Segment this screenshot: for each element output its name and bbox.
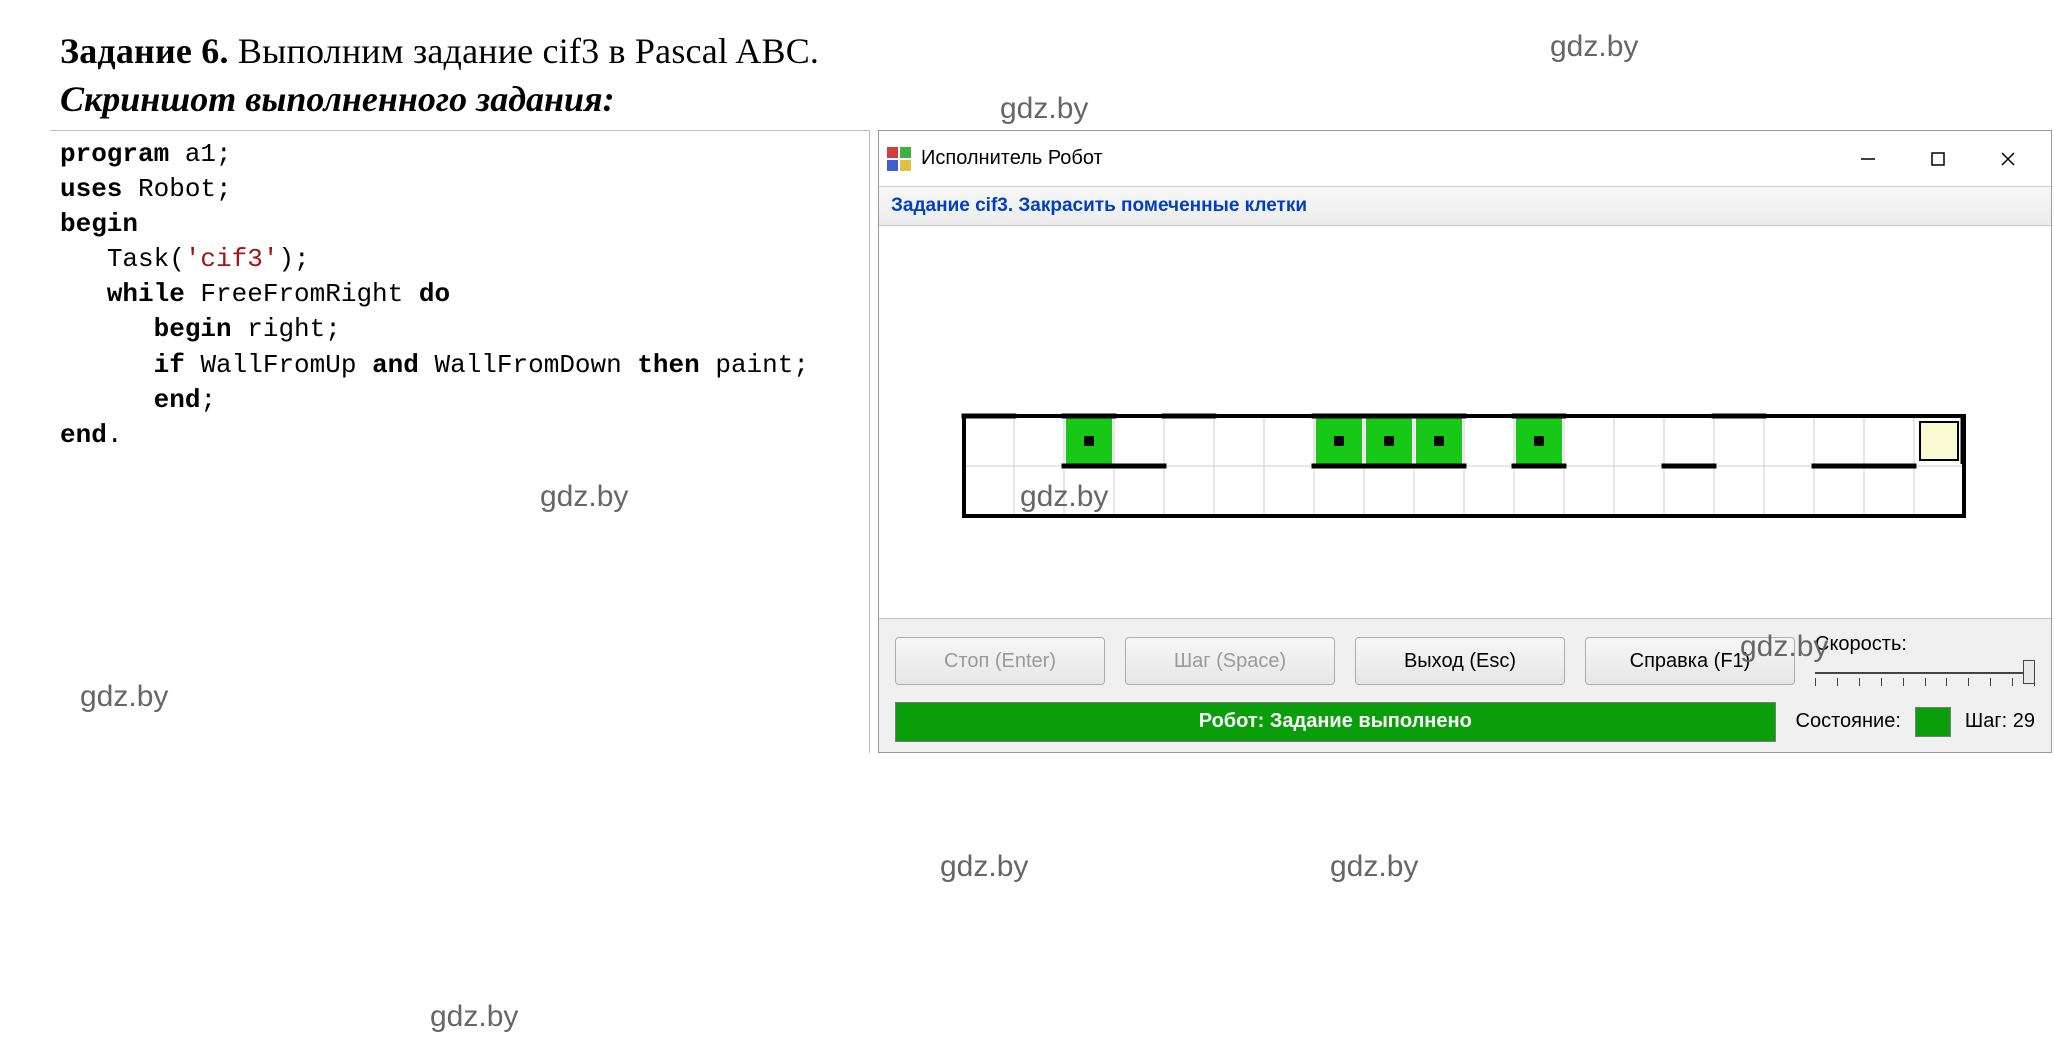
watermark: gdz.by — [430, 1000, 518, 1034]
speed-label: Скорость: — [1815, 633, 2035, 656]
exit-button[interactable]: Выход (Esc) — [1355, 637, 1565, 685]
speed-slider[interactable] — [1815, 660, 2035, 690]
heading: Задание 6. Выполним задание cif3 в Pasca… — [0, 0, 2054, 130]
maximize-button[interactable] — [1903, 135, 1973, 183]
code-editor[interactable]: program a1; uses Robot; begin Task('cif3… — [50, 130, 870, 753]
app-icon — [887, 147, 911, 171]
state-block: Состояние: Шаг: 29 — [1796, 702, 2035, 742]
bottom-panel: Стоп (Enter) Шаг (Space) Выход (Esc) Спр… — [879, 618, 2051, 752]
help-button[interactable]: Справка (F1) — [1585, 637, 1795, 685]
steps-label: Шаг: 29 — [1965, 710, 2035, 733]
status-bar: Робот: Задание выполнено — [895, 702, 1776, 742]
robot-grid — [929, 396, 1999, 536]
task-subtitle: Скриншот выполненного задания: — [60, 78, 1994, 120]
state-indicator — [1915, 707, 1951, 737]
task-text: Выполним задание cif3 в Pascal ABC. — [229, 31, 819, 71]
titlebar[interactable]: Исполнитель Робот — [879, 131, 2051, 187]
watermark: gdz.by — [940, 850, 1028, 884]
state-label: Состояние: — [1796, 710, 1901, 733]
button-row: Стоп (Enter) Шаг (Space) Выход (Esc) Спр… — [895, 633, 2035, 690]
minimize-button[interactable] — [1833, 135, 1903, 183]
stop-button[interactable]: Стоп (Enter) — [895, 637, 1105, 685]
canvas-area — [879, 226, 2051, 618]
status-row: Робот: Задание выполнено Состояние: Шаг:… — [895, 702, 2035, 742]
watermark: gdz.by — [1330, 850, 1418, 884]
speed-block: Скорость: — [1815, 633, 2035, 690]
task-label: Задание 6. — [60, 31, 229, 71]
window-title: Исполнитель Робот — [921, 147, 1103, 170]
step-button[interactable]: Шаг (Space) — [1125, 637, 1335, 685]
close-button[interactable] — [1973, 135, 2043, 183]
task-strip: Задание cif3. Закрасить помеченные клетк… — [879, 187, 2051, 226]
task-title: Задание 6. Выполним задание cif3 в Pasca… — [60, 30, 1994, 72]
robot-window: Исполнитель Робот Задание cif3. Закрасит… — [878, 130, 2052, 753]
